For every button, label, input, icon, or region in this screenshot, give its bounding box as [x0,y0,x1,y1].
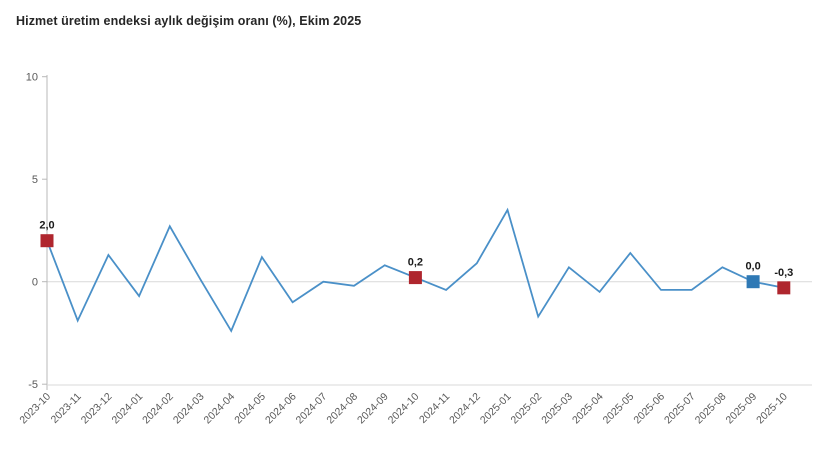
point-label-2025-09: 0,0 [745,261,760,273]
x-tick-label: 2024-10 [386,391,422,427]
marker-2025-10 [777,281,791,295]
y-tick-label: 10 [26,72,38,84]
x-tick-label: 2025-07 [662,391,698,427]
x-tick-label: 2025-04 [570,391,606,427]
y-tick-label: 5 [32,174,38,186]
x-tick-label: 2025-03 [539,391,575,427]
x-tick-label: 2023-10 [17,391,53,427]
x-tick-label: 2024-12 [447,391,483,427]
marker-2025-09 [746,275,760,289]
x-tick-label: 2024-02 [140,391,176,427]
x-tick-label: 2025-08 [693,391,729,427]
x-tick-label: 2024-06 [263,391,299,427]
data-line [46,207,784,333]
x-tick-label: 2024-08 [324,391,360,427]
x-tick-label: 2025-06 [631,391,667,427]
marker-2024-10 [408,271,422,285]
x-tick-label: 2025-05 [601,391,637,427]
x-tick-label: 2024-04 [202,391,238,427]
x-tick-label: 2024-03 [171,391,207,427]
x-tick-label: 2025-10 [754,391,790,427]
y-tick-label: -5 [28,379,38,391]
x-tick-label: 2025-01 [478,391,514,427]
x-tick-label: 2024-07 [294,391,330,427]
chart-title: Hizmet üretim endeksi aylık değişim oran… [16,14,362,28]
point-label-2024-10: 0,2 [408,257,423,269]
x-tick-label: 2023-12 [79,391,115,427]
y-tick-label: 0 [32,277,38,289]
x-tick-label: 2024-11 [417,391,452,426]
marker-2023-10 [40,234,54,248]
point-label-2023-10: 2,0 [39,220,54,232]
x-tick-label: 2023-11 [49,391,84,426]
x-tick-label: 2024-05 [232,391,268,427]
x-tick-label: 2025-02 [509,391,545,427]
x-tick-label: 2024-01 [109,391,145,427]
x-tick-label: 2024-09 [355,391,391,427]
x-tick-label: 2025-09 [723,391,759,427]
point-label-2025-10: -0,3 [774,267,793,279]
